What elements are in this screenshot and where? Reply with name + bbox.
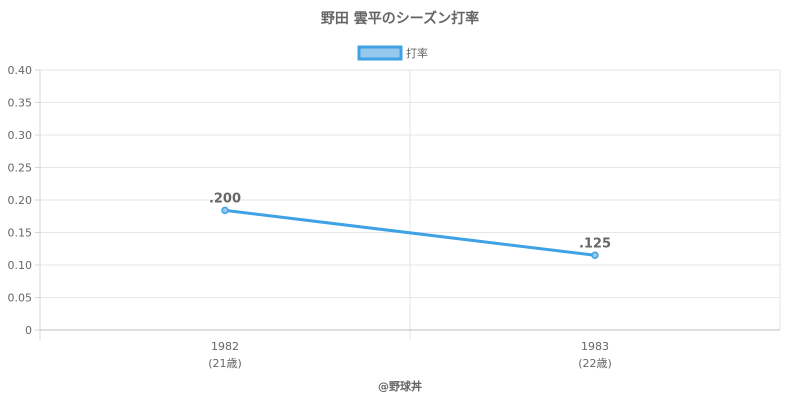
series-line-layer [223, 208, 597, 257]
data-labels-layer: .200 .125 [209, 191, 611, 251]
y-axis-tick-labels: 0 0.05 0.10 0.15 0.20 0.25 0.30 0.35 0.40 [8, 64, 33, 337]
y-tick-label: 0.05 [8, 292, 33, 305]
grid [40, 69, 781, 340]
x-tick-age-label: (21歳) [208, 357, 242, 370]
x-tick-age-label: (22歳) [578, 357, 612, 370]
data-points-layer [221, 206, 599, 259]
x-tick-year-label: 1983 [581, 340, 609, 353]
y-tick-label: 0.30 [8, 129, 33, 142]
data-point[interactable] [221, 206, 229, 215]
series-line [223, 208, 597, 257]
chart-title: 野田 雲平のシーズン打率 [321, 10, 479, 27]
y-tick-label: 0.35 [8, 97, 33, 110]
x-axis-tick-labels: 1982 (21歳) 1983 (22歳) [208, 340, 612, 370]
legend[interactable]: 打率 [357, 45, 428, 61]
x-tick-year-label: 1982 [211, 340, 239, 353]
legend-label: 打率 [406, 46, 428, 60]
legend-swatch [357, 45, 403, 61]
axes [35, 69, 780, 340]
credit-text: @野球丼 [378, 379, 422, 393]
data-label: .125 [579, 236, 611, 251]
y-tick-label: 0.15 [8, 227, 33, 240]
y-tick-label: 0 [25, 324, 32, 337]
y-tick-label: 0.40 [8, 64, 33, 77]
y-tick-label: 0.20 [8, 194, 33, 207]
data-label: .200 [209, 191, 241, 206]
y-tick-label: 0.25 [8, 162, 33, 175]
data-point[interactable] [591, 251, 599, 259]
y-tick-label: 0.10 [8, 259, 33, 272]
